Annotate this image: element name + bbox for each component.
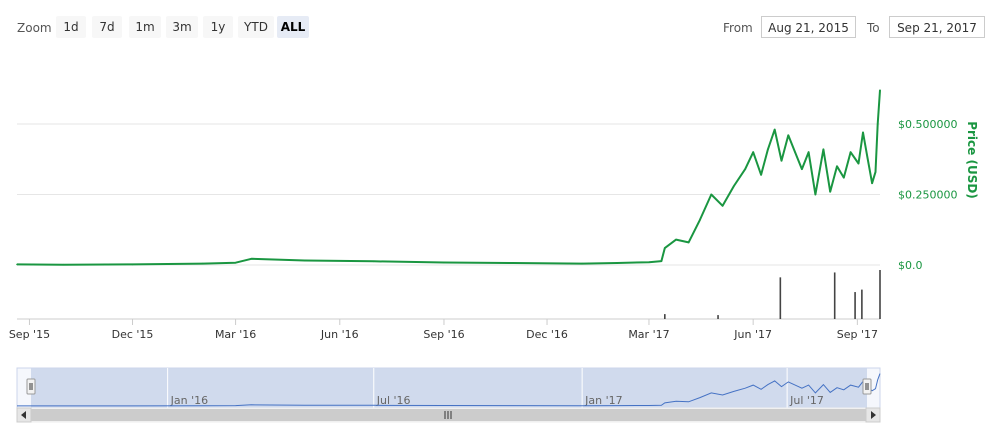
y-tick-label: $0.250000: [898, 189, 958, 202]
price-point: [879, 89, 881, 91]
navigator-left-handle[interactable]: [26, 378, 36, 395]
price-point: [660, 260, 663, 262]
price-point: [303, 259, 306, 262]
navigator-series-line: [17, 373, 881, 407]
price-point: [814, 193, 817, 196]
price-point: [807, 151, 810, 153]
price-point: [372, 260, 375, 263]
from-label: From: [723, 21, 753, 35]
x-tick-label: Sep '16: [423, 328, 464, 341]
scrollbar-thumb[interactable]: [31, 409, 867, 421]
price-point: [648, 261, 650, 263]
zoom-1m-button[interactable]: 1m: [129, 16, 161, 38]
price-point: [822, 148, 825, 151]
volume-bar: [717, 315, 719, 319]
price-point: [866, 157, 869, 159]
price-point: [744, 168, 747, 170]
navigator-label: Jan '17: [584, 394, 622, 407]
navigator-right-handle[interactable]: [862, 378, 872, 395]
price-point: [773, 128, 776, 131]
price-point: [760, 173, 762, 176]
volume-bar: [879, 270, 881, 319]
price-point: [721, 204, 724, 207]
price-point: [675, 238, 677, 241]
price-point: [687, 241, 690, 244]
range-selector-toolbar: Zoom 1d 7d 1m 3m 1y YTD ALL From Aug 21,…: [0, 0, 992, 50]
price-point: [512, 262, 514, 264]
price-point: [857, 162, 860, 165]
price-point: [699, 219, 701, 221]
price-point: [780, 159, 783, 162]
price-point: [16, 263, 18, 266]
price-point: [829, 190, 831, 193]
price-point: [443, 261, 445, 264]
navigator-label: Jul '17: [789, 394, 824, 407]
price-point: [664, 247, 666, 249]
price-point: [752, 151, 754, 153]
x-tick-label: Mar '17: [628, 328, 669, 341]
price-point: [62, 263, 65, 266]
navigator-label: Jan '16: [170, 394, 208, 407]
volume-bar: [854, 292, 856, 319]
volume-bar: [664, 314, 666, 319]
x-tick-label: Mar '16: [215, 328, 256, 341]
price-point: [871, 182, 873, 185]
x-tick-label: Sep '17: [837, 328, 878, 341]
zoom-all-button[interactable]: ALL: [277, 16, 309, 38]
volume-bar: [861, 289, 863, 319]
price-point: [616, 262, 619, 264]
y-tick-label: $0.500000: [898, 118, 958, 131]
price-point: [801, 168, 803, 170]
x-tick-label: Jun '16: [320, 328, 359, 341]
x-tick-label: Dec '16: [526, 328, 568, 341]
price-point: [250, 257, 253, 260]
from-date-input[interactable]: Aug 21, 2015: [761, 16, 856, 38]
x-tick-label: Dec '15: [112, 328, 154, 341]
scroll-right-arrow-icon: [871, 411, 876, 419]
price-point: [710, 193, 713, 196]
to-label: To: [867, 21, 880, 35]
navigator-label: Jul '16: [376, 394, 411, 407]
zoom-ytd-button[interactable]: YTD: [238, 16, 274, 38]
zoom-1y-button[interactable]: 1y: [203, 16, 233, 38]
x-tick-label: Jun '17: [733, 328, 772, 341]
to-date-input[interactable]: Sep 21, 2017: [889, 16, 985, 38]
price-point: [842, 176, 845, 179]
zoom-3m-button[interactable]: 3m: [166, 16, 198, 38]
price-point: [234, 261, 237, 264]
y-tick-label: $0.0: [898, 259, 923, 272]
price-point: [874, 171, 877, 173]
price-series-line: [16, 90, 881, 266]
price-point: [862, 131, 864, 134]
zoom-label: Zoom: [17, 21, 52, 35]
price-point: [201, 262, 204, 265]
zoom-1d-button[interactable]: 1d: [56, 16, 86, 38]
price-point: [767, 148, 769, 151]
price-point: [581, 262, 583, 265]
price-point: [794, 151, 796, 153]
price-point: [787, 134, 790, 137]
price-point: [836, 165, 838, 168]
volume-bar: [779, 277, 782, 319]
price-point: [131, 263, 134, 266]
x-tick-label: Sep '15: [9, 328, 50, 341]
navigator-selected-range[interactable]: [31, 368, 867, 408]
price-point: [733, 185, 735, 187]
scroll-left-arrow-icon: [21, 411, 26, 419]
zoom-7d-button[interactable]: 7d: [92, 16, 122, 38]
y-axis-title: Price (USD): [965, 121, 979, 199]
price-point: [849, 151, 852, 153]
volume-bar: [833, 272, 836, 319]
price-point: [876, 123, 879, 125]
